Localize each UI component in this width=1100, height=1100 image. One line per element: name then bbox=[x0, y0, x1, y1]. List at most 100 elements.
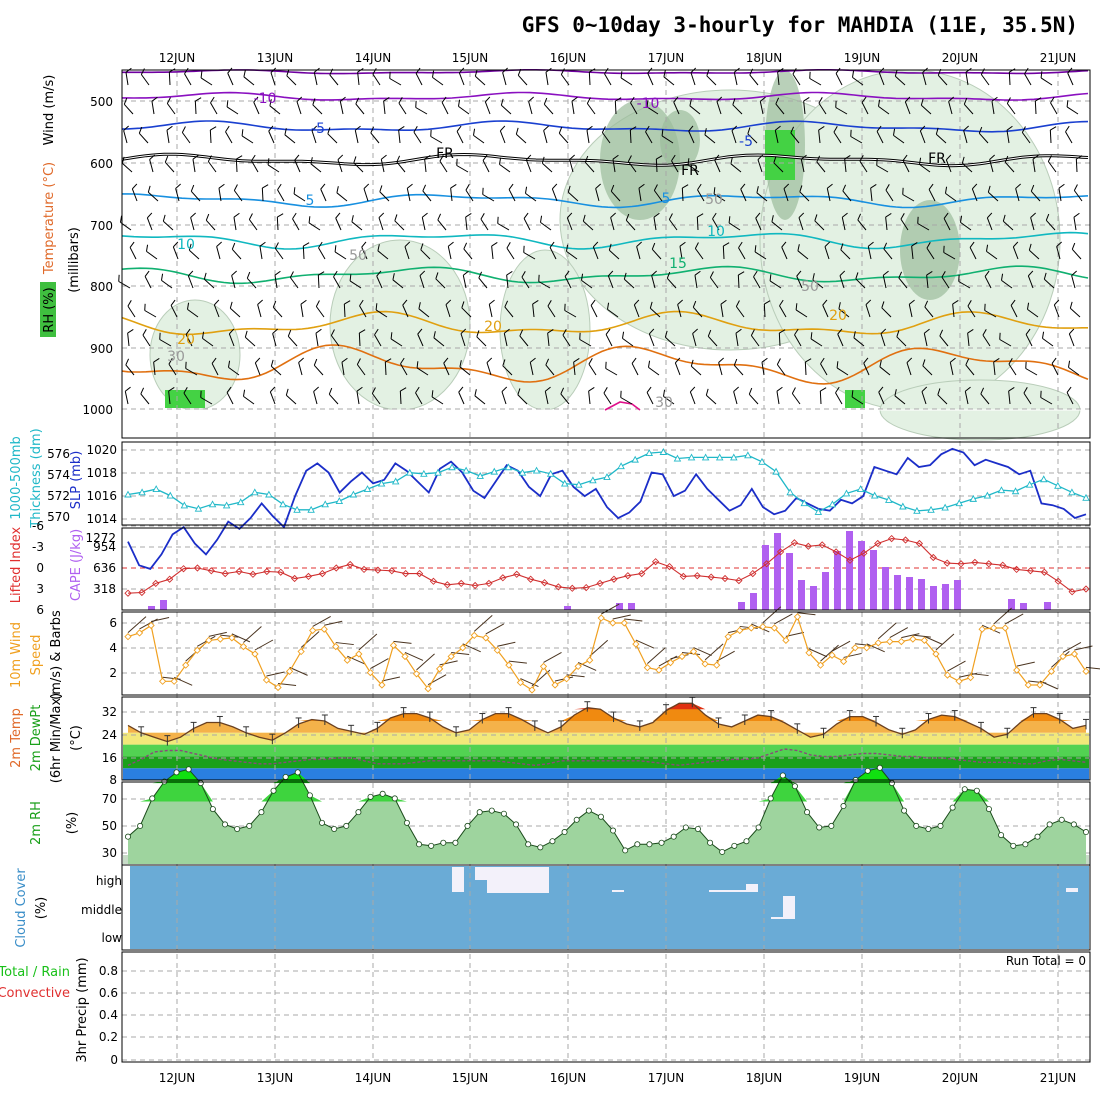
barb-flag bbox=[153, 358, 160, 363]
barb-staff bbox=[330, 335, 340, 347]
barb-staff bbox=[272, 333, 277, 347]
barb-flag bbox=[735, 300, 740, 307]
barb-staff bbox=[921, 391, 927, 405]
barb-flag bbox=[855, 272, 859, 279]
thickness-point bbox=[222, 501, 231, 509]
rh2m-point bbox=[646, 841, 653, 848]
barb-flag bbox=[532, 300, 539, 305]
y-label-thickness-unit: Thickness (dm) bbox=[29, 428, 44, 528]
barb-staff bbox=[1025, 368, 1038, 376]
barb-flag bbox=[372, 68, 377, 75]
barb-staff bbox=[318, 247, 326, 260]
wind-barb bbox=[192, 154, 199, 173]
barb-staff bbox=[690, 72, 696, 86]
wind10-point bbox=[170, 677, 178, 685]
wind-barb bbox=[1002, 214, 1014, 231]
barb-flag bbox=[630, 126, 637, 131]
barb-flag bbox=[166, 125, 173, 131]
barb-staff bbox=[794, 334, 802, 347]
wind10-barb bbox=[993, 607, 1012, 625]
wind-barb bbox=[629, 126, 637, 144]
rh2m-point bbox=[828, 822, 835, 829]
wind10-point bbox=[897, 637, 905, 646]
wind-barb bbox=[188, 243, 200, 260]
barb-flag bbox=[1067, 67, 1073, 74]
thickness-point bbox=[532, 466, 541, 474]
wind-barb bbox=[692, 328, 698, 347]
barb-flag bbox=[971, 183, 978, 190]
wind-barb bbox=[835, 67, 843, 86]
barb-staff bbox=[625, 220, 636, 231]
wind-barb bbox=[987, 185, 999, 202]
wind-barb bbox=[285, 388, 297, 405]
barb-staff bbox=[878, 391, 885, 405]
thickness-point bbox=[955, 499, 963, 507]
barb-flag bbox=[192, 154, 199, 160]
wind-barb bbox=[961, 156, 973, 173]
barb-staff bbox=[740, 188, 747, 202]
wind-barb bbox=[1068, 328, 1075, 347]
barb-flag bbox=[633, 299, 640, 306]
thickness-point bbox=[997, 486, 1006, 494]
wind-barb bbox=[812, 273, 824, 289]
wind10-barb bbox=[220, 634, 239, 638]
wind-barb bbox=[921, 386, 928, 405]
barb-flag bbox=[547, 300, 552, 307]
barb-staff bbox=[161, 279, 173, 289]
wind-barb bbox=[720, 299, 727, 318]
wind-barb bbox=[731, 125, 738, 144]
x-tick-bottom: 17JUN bbox=[648, 1071, 685, 1085]
wind-barb bbox=[190, 184, 201, 202]
barb-flag bbox=[999, 332, 1001, 340]
barb-flag bbox=[812, 273, 815, 280]
wind-barb bbox=[926, 271, 933, 289]
li-point bbox=[415, 569, 424, 578]
barb-flag bbox=[588, 387, 595, 392]
wind-barb bbox=[181, 126, 191, 144]
barb-flag bbox=[151, 96, 158, 102]
wind-barb bbox=[478, 271, 488, 289]
rh2m-point bbox=[864, 767, 871, 774]
li-point bbox=[485, 579, 493, 588]
barb-staff bbox=[525, 159, 532, 173]
barb-flag bbox=[627, 155, 632, 162]
barb-staff bbox=[835, 73, 843, 86]
barb-staff bbox=[706, 75, 717, 86]
barb-staff bbox=[335, 217, 342, 231]
barb-staff bbox=[245, 336, 256, 347]
isotherm-line bbox=[121, 120, 1089, 133]
barb-staff bbox=[776, 391, 780, 405]
barb-staff bbox=[663, 395, 675, 405]
wind-barb bbox=[653, 184, 663, 202]
rh2m-point bbox=[901, 807, 908, 814]
barb-flag bbox=[200, 71, 203, 78]
wind-barb bbox=[560, 387, 570, 405]
barb-flag bbox=[390, 332, 393, 339]
barb-flag bbox=[311, 125, 318, 131]
y-tick-precip: 0.4 bbox=[99, 1008, 118, 1022]
wind-barb bbox=[689, 99, 701, 115]
wind-barb bbox=[892, 128, 905, 144]
barb-flag bbox=[465, 213, 472, 218]
li-point bbox=[138, 588, 146, 597]
wind-barb bbox=[166, 97, 176, 115]
barb-flag bbox=[748, 387, 753, 395]
barb-flag bbox=[541, 156, 545, 164]
wind10-point bbox=[1059, 652, 1067, 661]
barb-flag bbox=[312, 98, 316, 105]
wind-barb bbox=[420, 243, 431, 260]
wind-barb bbox=[170, 299, 178, 318]
wind-barb bbox=[445, 299, 452, 318]
wind-barb bbox=[566, 212, 573, 231]
barb-flag bbox=[961, 156, 965, 164]
thickness-point bbox=[321, 500, 329, 508]
barb-staff bbox=[841, 217, 846, 231]
barb-flag bbox=[549, 241, 555, 248]
wind-barb bbox=[357, 68, 364, 86]
li-point bbox=[985, 560, 993, 568]
wind-barb bbox=[317, 271, 325, 289]
barb-flag bbox=[1027, 270, 1034, 277]
wind10-barb bbox=[370, 658, 389, 670]
wind10-point bbox=[482, 634, 490, 642]
barb-staff bbox=[389, 78, 402, 86]
